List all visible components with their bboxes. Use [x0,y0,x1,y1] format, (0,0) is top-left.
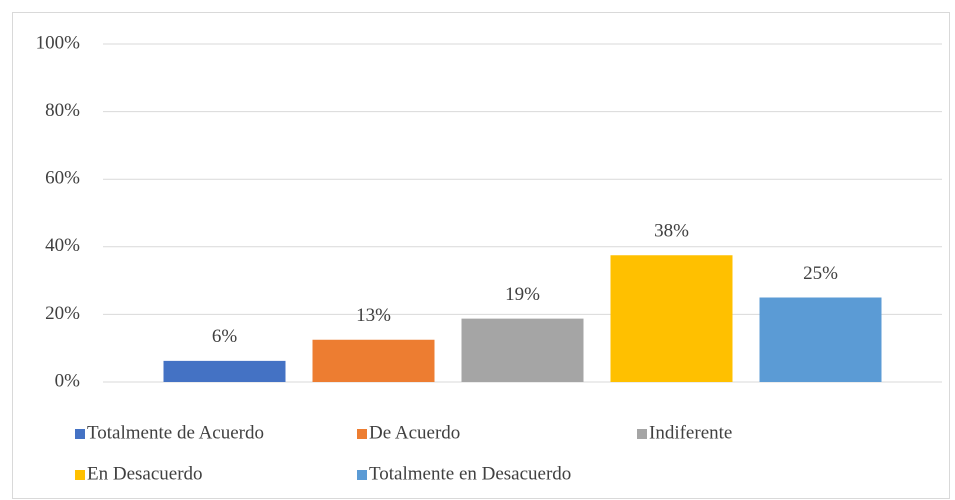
bar [759,297,882,382]
legend-swatch [75,429,85,439]
y-tick-label: 20% [45,303,80,324]
bar [312,339,435,382]
data-label: 25% [803,263,838,284]
legend-label: Totalmente de Acuerdo [87,422,264,443]
bar [163,360,286,382]
data-label: 6% [212,326,238,347]
legend-swatch [637,429,647,439]
y-tick-label: 100% [36,32,81,53]
data-label: 19% [505,284,540,305]
bar [610,255,733,382]
legend-label: Totalmente en Desacuerdo [369,463,571,484]
data-label: 13% [356,305,391,326]
data-label: 38% [654,221,689,242]
legend-label: En Desacuerdo [87,463,203,484]
legend-label: De Acuerdo [369,422,460,443]
legend-label: Indiferente [649,422,732,443]
y-tick-label: 80% [45,100,80,121]
legend-swatch [357,470,367,480]
legend-swatch [357,429,367,439]
bar [461,318,584,382]
chart-border [12,12,950,499]
legend-swatch [75,470,85,480]
y-tick-label: 0% [55,370,81,391]
y-tick-label: 60% [45,168,80,189]
y-tick-label: 40% [45,235,80,256]
